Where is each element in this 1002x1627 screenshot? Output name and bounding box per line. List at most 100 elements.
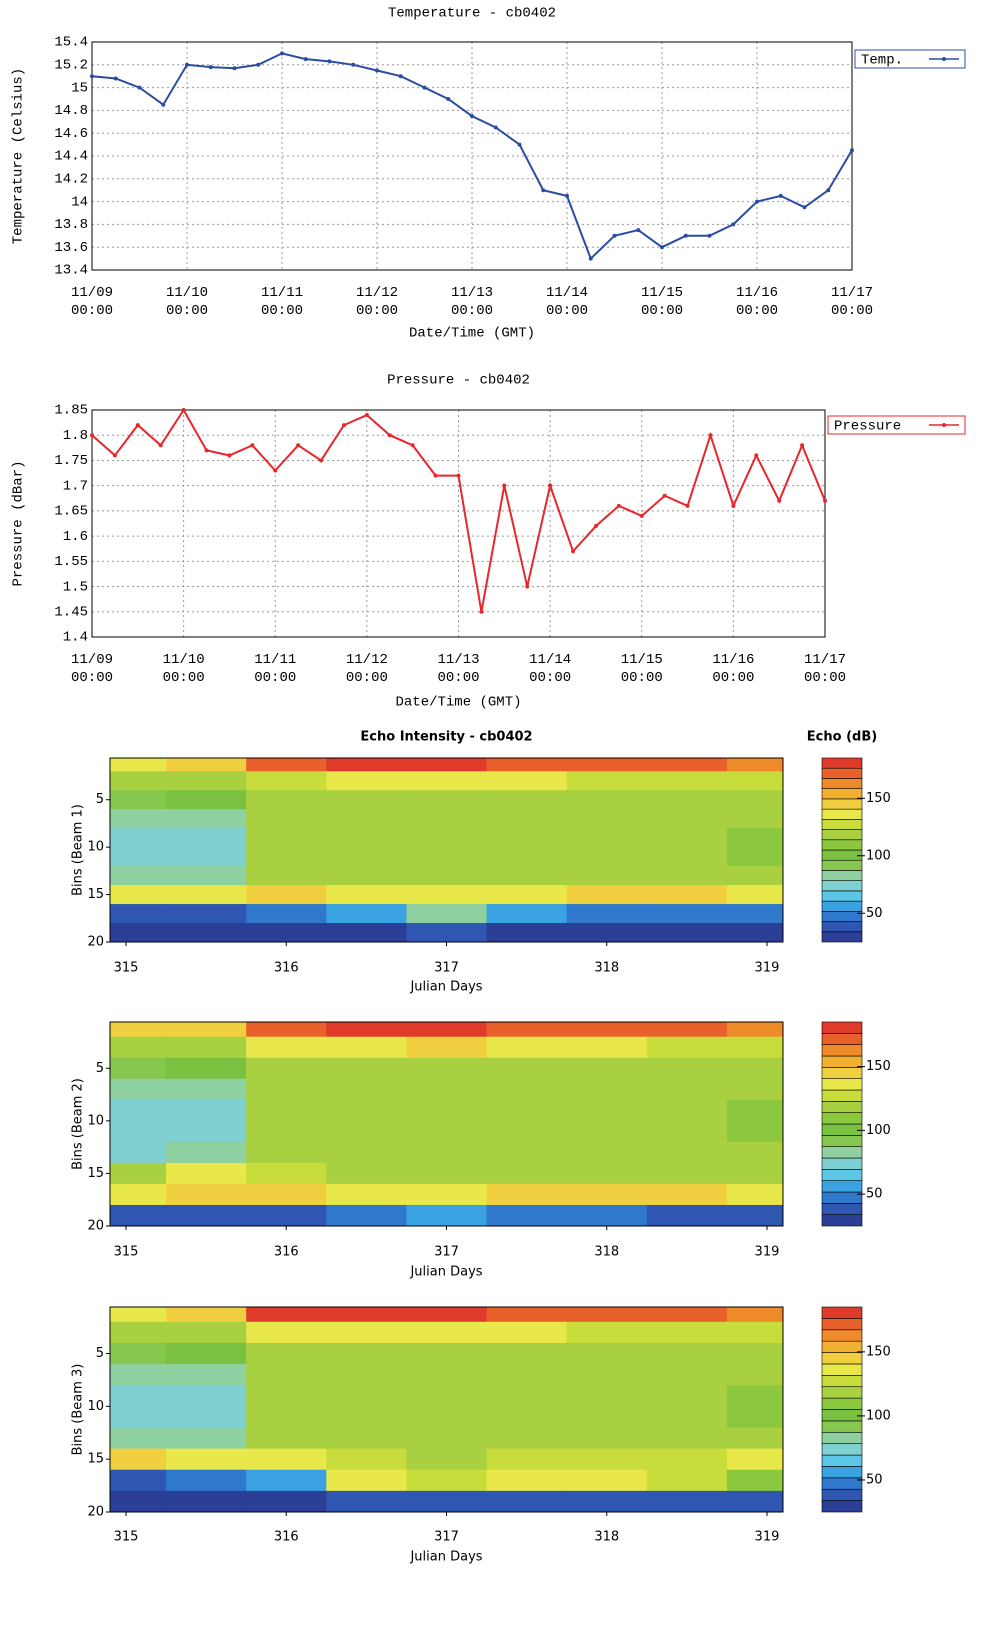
heatmap-cell (726, 1406, 783, 1428)
colorbar-step (821, 1067, 863, 1079)
heatmap-cell (110, 1307, 167, 1323)
y-axis-label: Pressure (dBar) (11, 460, 27, 586)
heatmap-cell (566, 790, 648, 810)
heatmap-cell (486, 1307, 568, 1323)
heatmap-cell (326, 828, 407, 848)
colorbar-step (821, 1055, 863, 1068)
data-point (204, 448, 209, 453)
heatmap-cell (246, 809, 327, 829)
data-point (571, 549, 576, 554)
colorbar-step (821, 1078, 863, 1091)
heatmap-cell (166, 1162, 247, 1185)
heatmap-cell (166, 1342, 247, 1365)
data-point (548, 483, 553, 488)
data-point (208, 65, 213, 70)
heatmap-cell (646, 1427, 728, 1450)
heatmap-cell (110, 1364, 167, 1386)
chart-title: Echo Intensity - cb0402 (360, 730, 532, 745)
heatmap-cell (246, 790, 327, 810)
colorbar-step (821, 1169, 863, 1181)
heatmap-cell (486, 790, 568, 810)
heatmap-cell (486, 1490, 568, 1512)
heatmap-cell (646, 1385, 728, 1407)
heatmap-cell (166, 758, 247, 772)
heatmap-cell (110, 1427, 167, 1450)
heatmap-cell (110, 885, 167, 905)
y-tick-label: 20 (87, 935, 104, 950)
colorbar-tick-label: 150 (866, 791, 891, 806)
heatmap-cell (406, 790, 488, 810)
data-point (593, 524, 598, 529)
heatmap-cell (646, 1469, 728, 1492)
heatmap-cell (326, 1307, 407, 1323)
x-tick-label: 11/11 00:00 (260, 285, 303, 319)
heatmap-cell (486, 904, 568, 924)
heatmap-cell (326, 1469, 407, 1492)
heatmap-cell (166, 923, 247, 942)
colorbar-tick-label: 100 (866, 1408, 891, 1423)
heatmap-cell (566, 904, 648, 924)
heatmap-cell (326, 1120, 407, 1143)
colorbar-tick-label: 150 (866, 1059, 891, 1074)
colorbar-step (821, 1397, 863, 1410)
colorbar-step (821, 1044, 863, 1057)
x-tick-label: 318 (594, 961, 619, 976)
colorbar-title: Echo (dB) (807, 730, 877, 745)
data-point (410, 443, 415, 448)
heatmap-cell (486, 1183, 568, 1206)
heatmap-cell (566, 866, 648, 886)
heatmap-cell (110, 1490, 167, 1512)
y-tick-label: 1.65 (54, 504, 88, 520)
heatmap-cell (566, 828, 648, 848)
heatmap-cell (246, 1141, 327, 1164)
heatmap-cell (326, 1022, 407, 1038)
y-tick-label: 15 (87, 887, 104, 902)
y-tick-label: 5 (96, 1061, 104, 1076)
heatmap-cell (566, 1099, 648, 1122)
heatmap-cell (646, 1321, 728, 1344)
heatmap-cell (110, 866, 167, 886)
data-point (433, 473, 438, 478)
heatmap-cell (110, 1162, 167, 1185)
data-point (731, 503, 736, 508)
heatmap-cell (646, 904, 728, 924)
data-point (479, 609, 484, 614)
heatmap-cell (246, 771, 327, 791)
data-point (823, 498, 827, 503)
data-point (636, 228, 641, 233)
heatmap-cell (110, 1078, 167, 1101)
heatmap-cell (726, 1099, 783, 1122)
heatmap-cell (406, 847, 488, 867)
y-tick-label: 1.75 (54, 453, 88, 469)
heatmap-cell (166, 1406, 247, 1428)
heatmap-cell (246, 758, 327, 772)
x-tick-label: 315 (114, 961, 139, 976)
heatmap-cell (486, 771, 568, 791)
colorbar-step (821, 1375, 863, 1388)
heatmap-cell (166, 1183, 247, 1206)
heatmap-cell (486, 1162, 568, 1185)
colorbar-step (821, 1146, 863, 1159)
heatmap-cell (166, 1078, 247, 1101)
x-tick-label: 11/17 00:00 (830, 285, 873, 319)
heatmap-cell (166, 1120, 247, 1143)
heatmap-cell (566, 1057, 648, 1080)
x-tick-label: 11/11 00:00 (254, 652, 297, 686)
y-tick-label: 1.5 (63, 579, 88, 595)
colorbar-step (821, 1306, 863, 1319)
heatmap-cell (566, 1469, 648, 1492)
heatmap-cell (110, 1406, 167, 1428)
heatmap-cell (246, 1342, 327, 1365)
heatmap-cell (246, 1099, 327, 1122)
data-point (280, 51, 284, 56)
heatmap-cell (326, 1162, 407, 1185)
heatmap-cell (646, 1078, 728, 1101)
x-axis-label: Julian Days (409, 980, 482, 995)
heatmap-cell (326, 885, 407, 905)
colorbar-step (821, 1352, 863, 1365)
data-point (161, 102, 166, 107)
heatmap-cell (646, 1364, 728, 1386)
chart-title: Temperature - cb0402 (388, 6, 556, 22)
heatmap-cell (726, 1022, 783, 1038)
